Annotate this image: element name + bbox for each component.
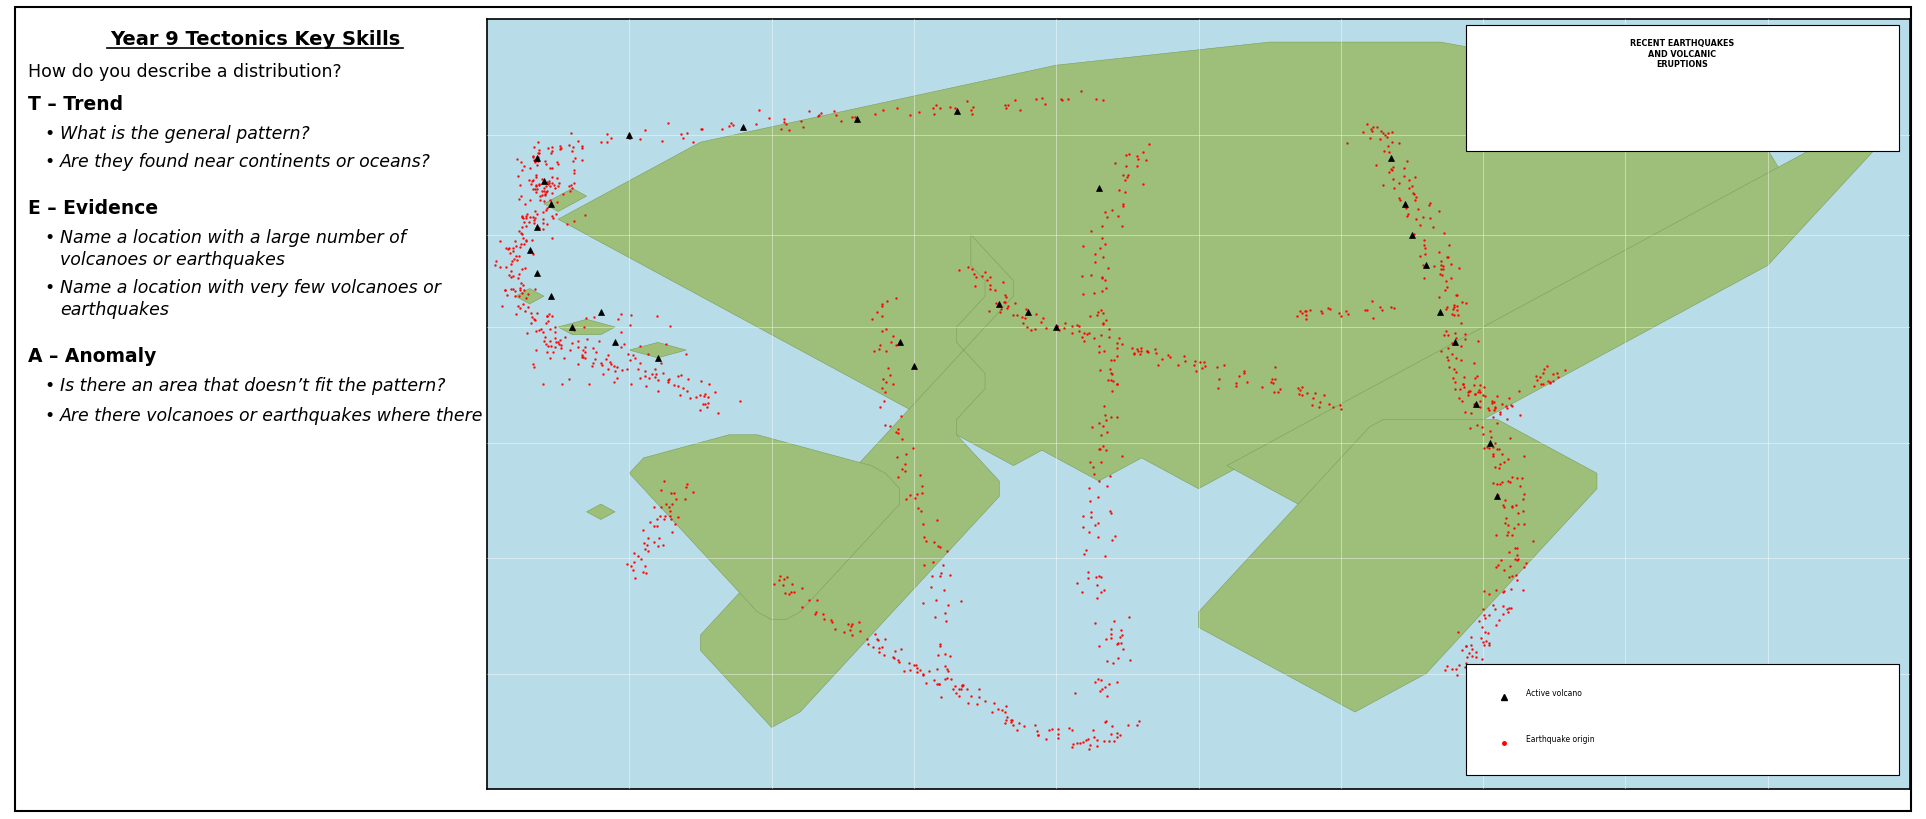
Text: A – Anomaly: A – Anomaly [29, 346, 156, 365]
Text: Name a location with very few volcanoes or: Name a location with very few volcanoes … [60, 278, 441, 296]
Polygon shape [559, 320, 614, 335]
Polygon shape [630, 343, 686, 359]
Polygon shape [559, 43, 1782, 489]
Polygon shape [516, 289, 543, 305]
Text: •: • [44, 406, 54, 424]
Polygon shape [1198, 420, 1597, 713]
Text: Are there volcanoes or earthquakes where there shouldn’t be any?: Are there volcanoes or earthquakes where… [60, 406, 643, 424]
Text: What is the general pattern?: What is the general pattern? [60, 124, 310, 143]
Polygon shape [1227, 35, 1895, 512]
Polygon shape [630, 435, 899, 620]
Text: How do you describe a distribution?: How do you describe a distribution? [29, 63, 341, 81]
Text: •: • [44, 278, 54, 296]
Text: Is there an area that doesn’t fit the pattern?: Is there an area that doesn’t fit the pa… [60, 377, 445, 395]
FancyBboxPatch shape [1466, 664, 1899, 776]
Text: •: • [44, 124, 54, 143]
FancyBboxPatch shape [1466, 26, 1899, 152]
Polygon shape [543, 189, 587, 212]
Polygon shape [587, 505, 614, 520]
Text: Active volcano: Active volcano [1525, 689, 1581, 698]
Text: E – Evidence: E – Evidence [29, 199, 158, 218]
Text: •: • [44, 377, 54, 395]
Polygon shape [1525, 58, 1668, 120]
Text: •: • [44, 229, 54, 247]
Text: Earthquake origin: Earthquake origin [1525, 735, 1595, 744]
Text: RECENT EARTHQUAKES
AND VOLCANIC
ERUPTIONS: RECENT EARTHQUAKES AND VOLCANIC ERUPTION… [1629, 39, 1735, 69]
Text: Year 9 Tectonics Key Skills: Year 9 Tectonics Key Skills [110, 30, 401, 49]
Text: volcanoes or earthquakes: volcanoes or earthquakes [60, 251, 285, 269]
Text: Are they found near continents or oceans?: Are they found near continents or oceans… [60, 153, 431, 171]
Polygon shape [701, 235, 1013, 727]
Text: Name a location with a large number of: Name a location with a large number of [60, 229, 406, 247]
Text: earthquakes: earthquakes [60, 301, 169, 319]
Text: •: • [44, 153, 54, 171]
Text: T – Trend: T – Trend [29, 95, 123, 114]
